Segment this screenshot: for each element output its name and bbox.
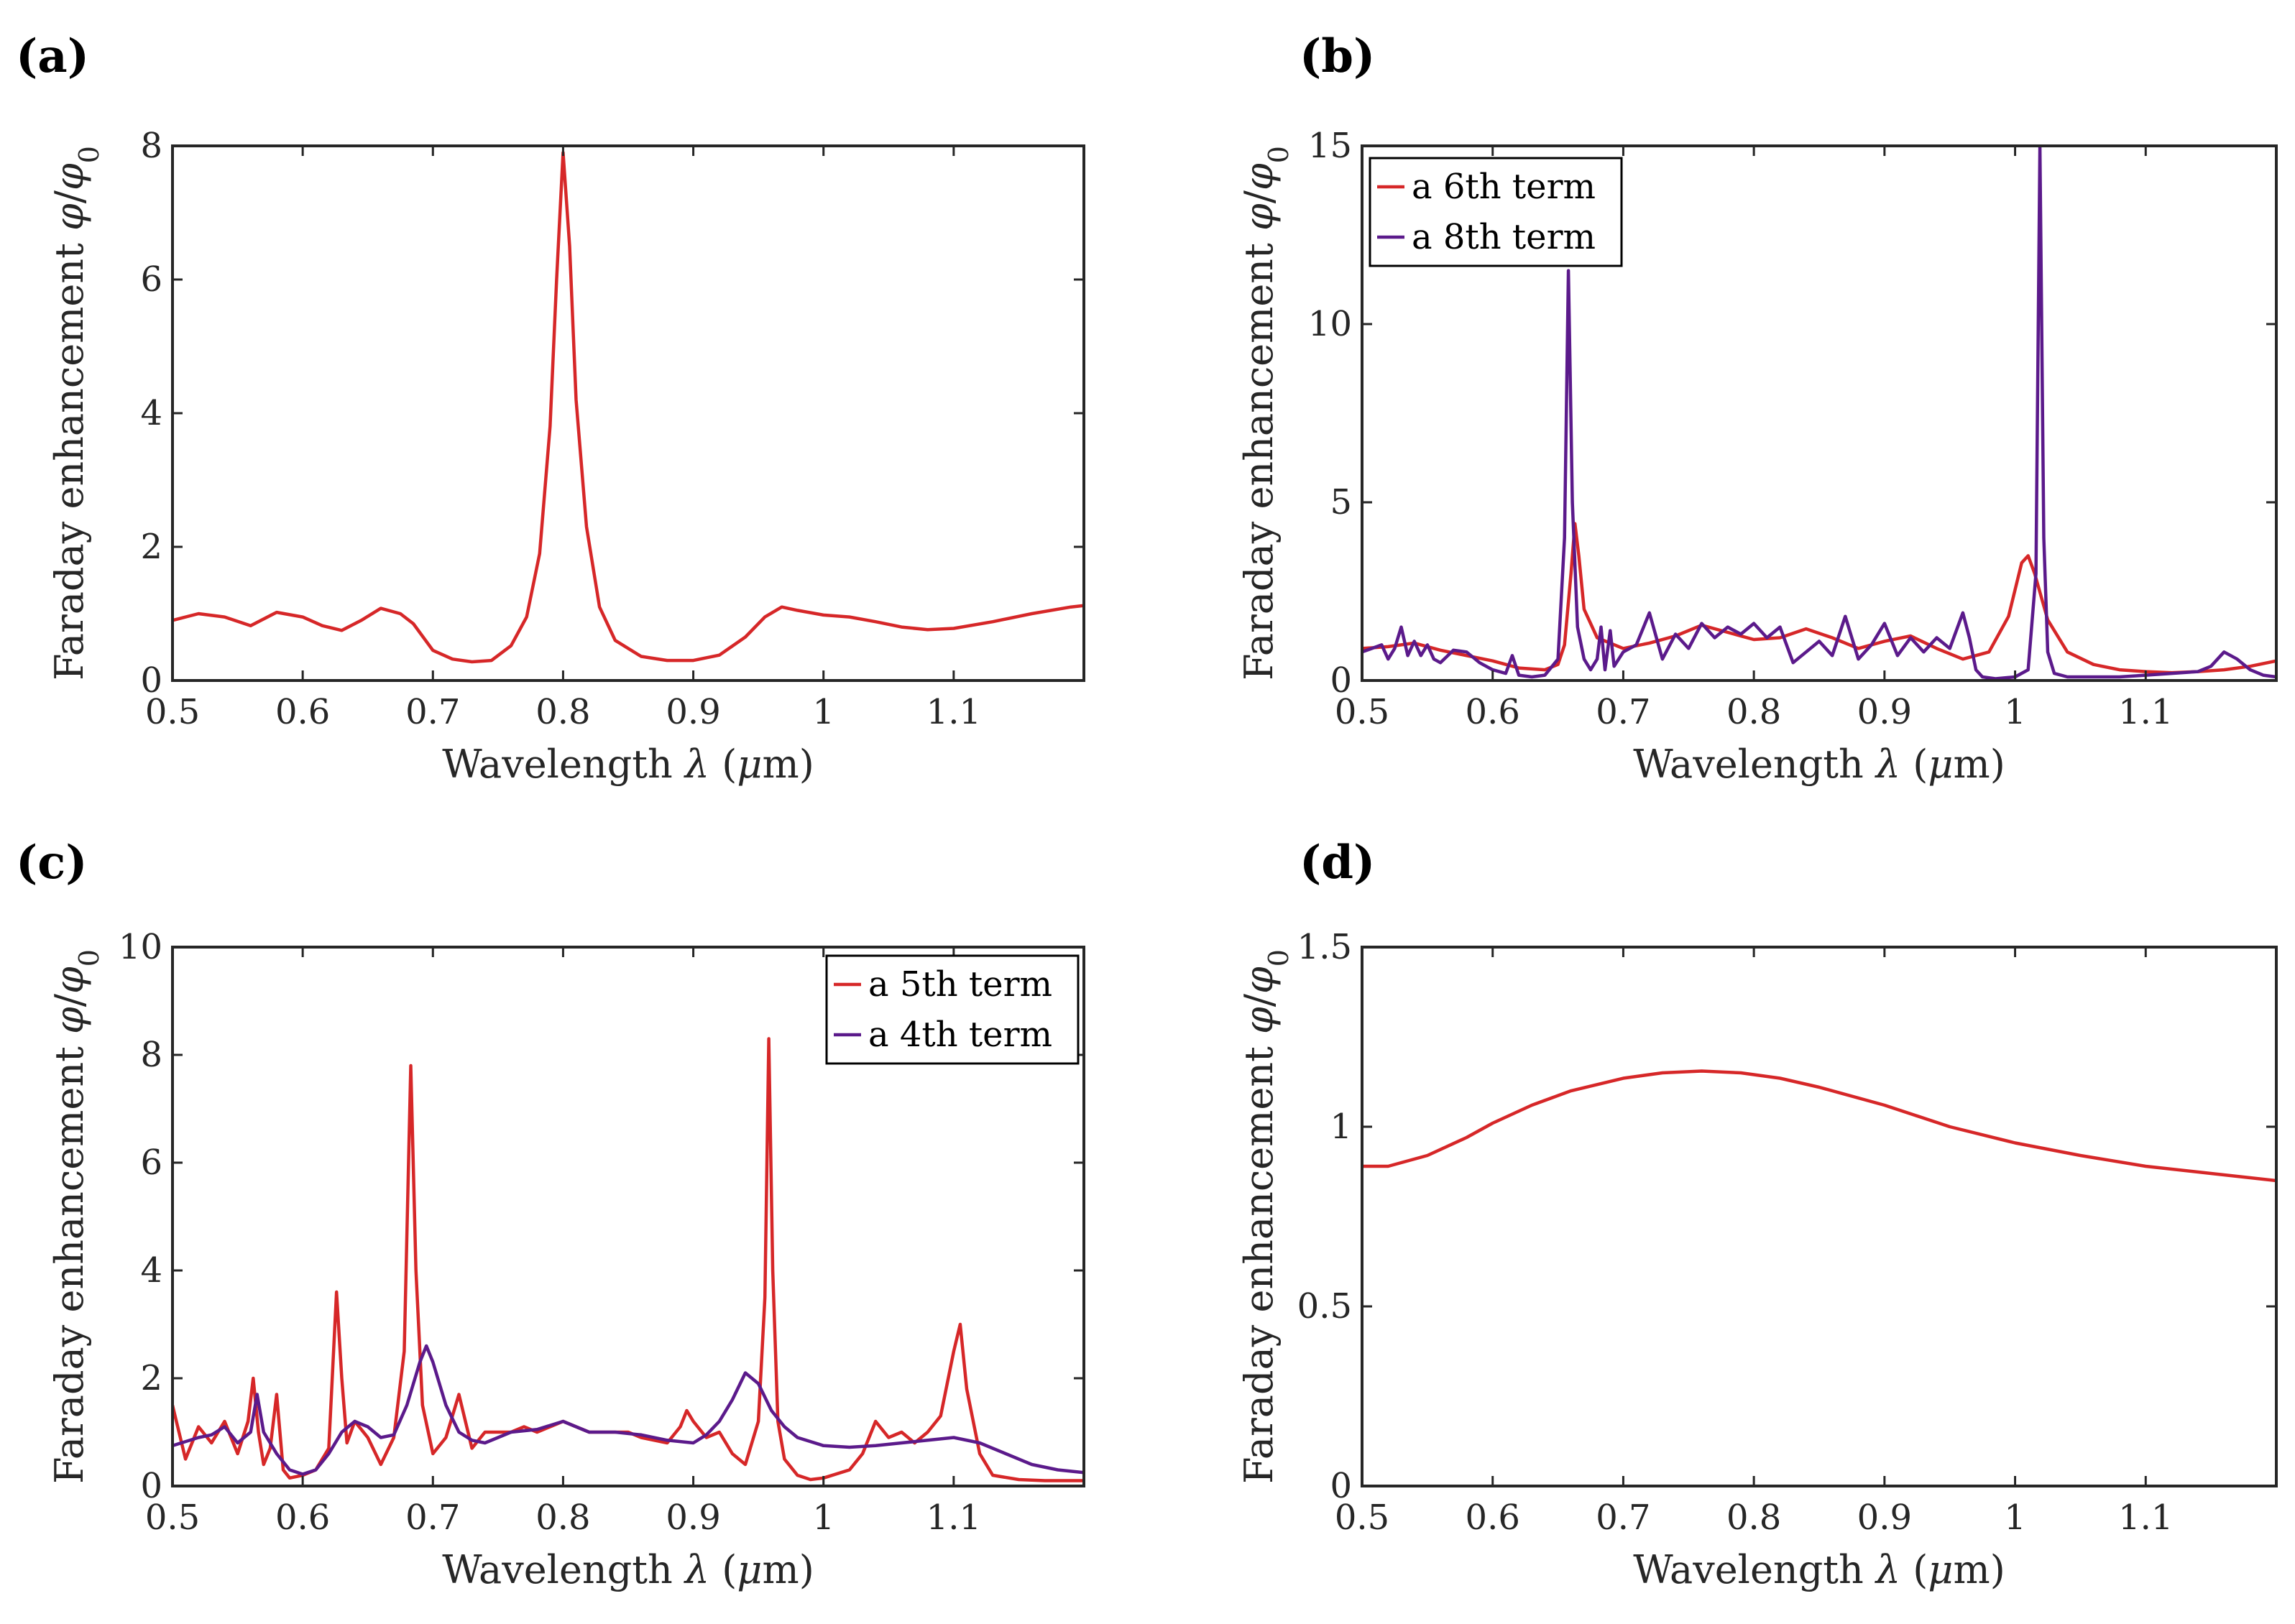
y-tick-label-a: 4 bbox=[140, 393, 162, 433]
plot-frame-c bbox=[171, 946, 1085, 1487]
y-tick-label-c: 8 bbox=[140, 1035, 162, 1075]
x-tick-label-a: 0.5 bbox=[145, 692, 200, 732]
x-axis-title-d: Wavelength λ (μm) bbox=[1633, 1547, 2005, 1592]
x-tick-label-a: 0.6 bbox=[275, 692, 330, 732]
y-tick-label-d: 0.5 bbox=[1297, 1286, 1352, 1327]
x-tick-label-a: 1 bbox=[812, 692, 834, 732]
x-tick-label-d: 1.1 bbox=[2118, 1498, 2173, 1538]
x-axis-title-a: Wavelength λ (μm) bbox=[442, 742, 814, 787]
panel-d: (d)0.5 0.6 0.7 0.8 0.9 1 1.100.511.5Wavelength… bbox=[1236, 836, 2278, 1592]
legend-box-b bbox=[1369, 157, 1623, 267]
x-tick-label-b: 0.5 bbox=[1335, 692, 1389, 732]
legend-label-c: a 4th term bbox=[868, 1015, 1052, 1055]
x-tick-label-b: 0.7 bbox=[1596, 692, 1650, 732]
y-tick-label-c: 10 bbox=[119, 927, 162, 967]
x-tick-label-d: 0.5 bbox=[1335, 1498, 1389, 1538]
y-axis-title-d: Faraday enhancement φ/φ0 bbox=[1236, 949, 1294, 1484]
y-tick-label-d: 0 bbox=[1330, 1466, 1352, 1506]
panel-c: (c) 0.5 0.6 0.7 0.8 0.9 1 1.1 0 2 4 6 8 10 Wavelength … bbox=[16, 836, 1085, 1592]
x-tick-label-a: 0.8 bbox=[535, 692, 590, 732]
x-tick-label-b: 0.8 bbox=[1726, 692, 1781, 732]
legend-label-b: a 6th term bbox=[1412, 167, 1596, 207]
x-tick-label-b: 0.6 bbox=[1466, 692, 1520, 732]
panel-b: (b) 0.5 0.6 0.7 0.8 0.9 1 1.1 0 5 10 15 Wavelength λ… bbox=[1236, 29, 2278, 787]
y-tick-label-b: 5 bbox=[1330, 482, 1352, 522]
y-tick-label-c: 4 bbox=[140, 1250, 162, 1291]
x-tick-label-c: 0.8 bbox=[535, 1498, 590, 1538]
series-line-c-1 bbox=[173, 1037, 1084, 1482]
plot-frame-b bbox=[1361, 144, 2278, 682]
x-tick-label-b: 1.1 bbox=[2118, 692, 2173, 732]
y-tick-label-a: 8 bbox=[140, 126, 162, 166]
x-tick-label-d: 0.6 bbox=[1466, 1498, 1520, 1538]
legend-box-c bbox=[825, 954, 1080, 1065]
y-axis-title-b: Faraday enhancement φ/φ0 bbox=[1236, 146, 1294, 680]
panel-a: (a) 0.5 0.6 0.7 0.8 0.9 1 1.1 0 2 4 6 8 Wavelength λ … bbox=[16, 29, 1085, 787]
x-tick-label-b: 1 bbox=[2004, 692, 2026, 732]
panel-label-c: (c) bbox=[16, 836, 88, 890]
y-tick-label-c: 0 bbox=[140, 1466, 162, 1506]
y-tick-label-a: 2 bbox=[140, 527, 162, 567]
x-tick-label-d: 0.7 bbox=[1596, 1498, 1650, 1538]
legend-label-c: a 5th term bbox=[868, 964, 1052, 1005]
x-tick-label-c: 0.7 bbox=[405, 1498, 460, 1538]
series-line-d-1 bbox=[1362, 1069, 2276, 1183]
y-axis-title-c: Faraday enhancement φ/φ0 bbox=[47, 949, 105, 1484]
legend-label-b: a 8th term bbox=[1412, 217, 1596, 257]
series-line-b-2 bbox=[1362, 146, 2276, 680]
y-tick-label-d: 1 bbox=[1330, 1107, 1352, 1147]
y-tick-label-d: 1.5 bbox=[1297, 927, 1352, 967]
y-tick-label-a: 6 bbox=[140, 259, 162, 300]
x-tick-label-d: 0.8 bbox=[1726, 1498, 1781, 1538]
y-tick-label-a: 0 bbox=[140, 660, 162, 701]
y-tick-label-b: 15 bbox=[1308, 126, 1352, 166]
y-axis-title-a: Faraday enhancement φ/φ0 bbox=[47, 146, 105, 680]
plot-frame-d bbox=[1361, 946, 2278, 1487]
panel-label-b: (b) bbox=[1300, 29, 1375, 83]
x-tick-label-c: 0.6 bbox=[275, 1498, 330, 1538]
y-tick-label-b: 10 bbox=[1308, 304, 1352, 344]
x-tick-label-a: 0.9 bbox=[666, 692, 720, 732]
y-tick-label-c: 6 bbox=[140, 1143, 162, 1183]
series-line-c-2 bbox=[173, 1344, 1084, 1476]
x-tick-label-c: 0.9 bbox=[666, 1498, 720, 1538]
plot-frame-a bbox=[171, 144, 1085, 682]
x-axis-title-b: Wavelength λ (μm) bbox=[1633, 742, 2005, 787]
series-line-b-1 bbox=[1362, 522, 2276, 675]
x-axis-title-c: Wavelength λ (μm) bbox=[442, 1547, 814, 1592]
panel-label-d: (d) bbox=[1300, 836, 1375, 890]
x-tick-label-d: 0.9 bbox=[1857, 1498, 1912, 1538]
legend-c: a 5th term a 4th term bbox=[825, 954, 1080, 1065]
x-tick-label-c: 1.1 bbox=[926, 1498, 981, 1538]
x-tick-label-c: 0.5 bbox=[145, 1498, 200, 1538]
y-tick-label-c: 2 bbox=[140, 1358, 162, 1398]
x-tick-label-a: 1.1 bbox=[926, 692, 981, 732]
x-tick-label-b: 0.9 bbox=[1857, 692, 1912, 732]
y-tick-label-b: 0 bbox=[1330, 660, 1352, 701]
series-line-a-1 bbox=[173, 151, 1084, 664]
x-tick-label-d: 1 bbox=[2004, 1498, 2026, 1538]
x-tick-label-a: 0.7 bbox=[405, 692, 460, 732]
panel-label-a: (a) bbox=[16, 29, 89, 83]
legend-b: a 6th term a 8th term bbox=[1369, 157, 1623, 267]
x-tick-label-c: 1 bbox=[812, 1498, 834, 1538]
